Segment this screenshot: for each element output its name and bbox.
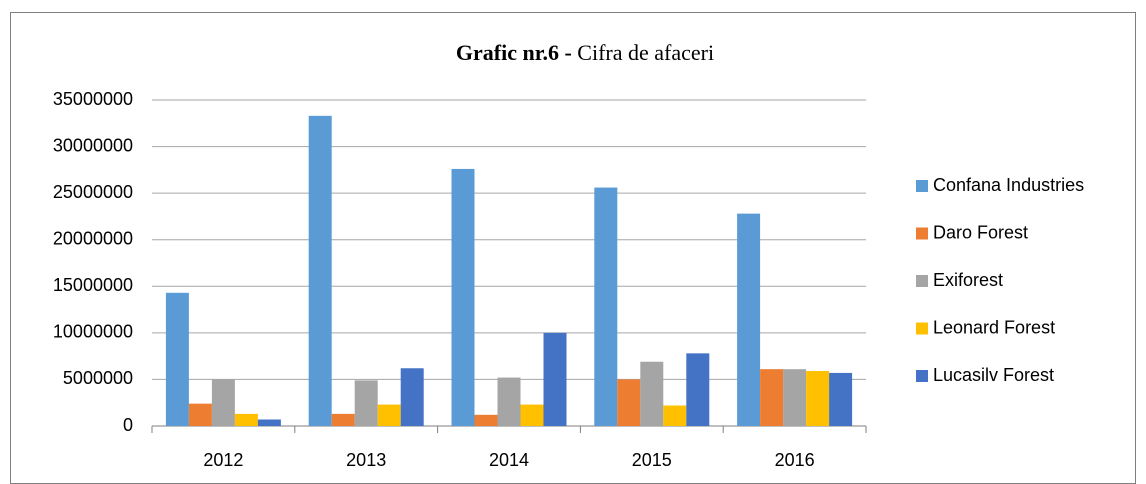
x-tick-label: 2015 — [632, 450, 672, 470]
bar — [451, 168, 475, 426]
x-tick-label: 2012 — [203, 450, 243, 470]
y-tick-label: 30000000 — [53, 135, 133, 155]
bar — [663, 405, 687, 426]
title-bold: Grafic nr.6 - — [456, 40, 572, 65]
bar — [686, 353, 710, 426]
y-tick-label: 35000000 — [53, 89, 133, 109]
y-tick-label: 25000000 — [53, 182, 133, 202]
bar — [640, 361, 664, 426]
legend-label: Confana Industries — [933, 175, 1084, 195]
bar — [474, 414, 498, 426]
bar — [783, 369, 807, 426]
legend-label: Leonard Forest — [933, 317, 1055, 337]
y-tick-label: 15000000 — [53, 275, 133, 295]
bar — [331, 413, 355, 426]
bar — [377, 404, 401, 426]
bar — [188, 403, 212, 426]
legend-swatch — [916, 322, 928, 335]
bar — [520, 404, 544, 426]
legend-label: Daro Forest — [933, 222, 1028, 242]
bar — [165, 292, 189, 426]
legend-swatch — [916, 227, 928, 240]
bar — [760, 369, 784, 426]
bar — [594, 187, 618, 426]
bar — [543, 332, 567, 426]
bar — [497, 377, 521, 426]
bar — [234, 413, 258, 426]
title-normal: Cifra de afaceri — [577, 40, 714, 65]
bar — [829, 372, 853, 426]
legend-label: Lucasilv Forest — [933, 365, 1054, 385]
bar — [211, 379, 235, 426]
x-tick-label: 2016 — [775, 450, 815, 470]
bar — [617, 379, 641, 426]
y-tick-label: 0 — [123, 415, 133, 435]
y-tick-label: 20000000 — [53, 228, 133, 248]
legend-swatch — [916, 180, 928, 192]
bar — [737, 213, 761, 426]
bar — [308, 115, 332, 426]
x-tick-label: 2013 — [346, 450, 386, 470]
y-tick-label: 5000000 — [63, 368, 133, 388]
bar — [354, 380, 378, 426]
bar — [400, 368, 424, 426]
chart-title: Grafic nr.6 - Cifra de afaceri — [456, 40, 714, 65]
y-tick-label: 10000000 — [53, 322, 133, 342]
bar — [257, 419, 281, 426]
legend-label: Exiforest — [933, 270, 1003, 290]
x-tick-label: 2014 — [489, 450, 529, 470]
legend-swatch — [916, 370, 928, 382]
legend-swatch — [916, 275, 928, 287]
bar — [806, 371, 830, 426]
